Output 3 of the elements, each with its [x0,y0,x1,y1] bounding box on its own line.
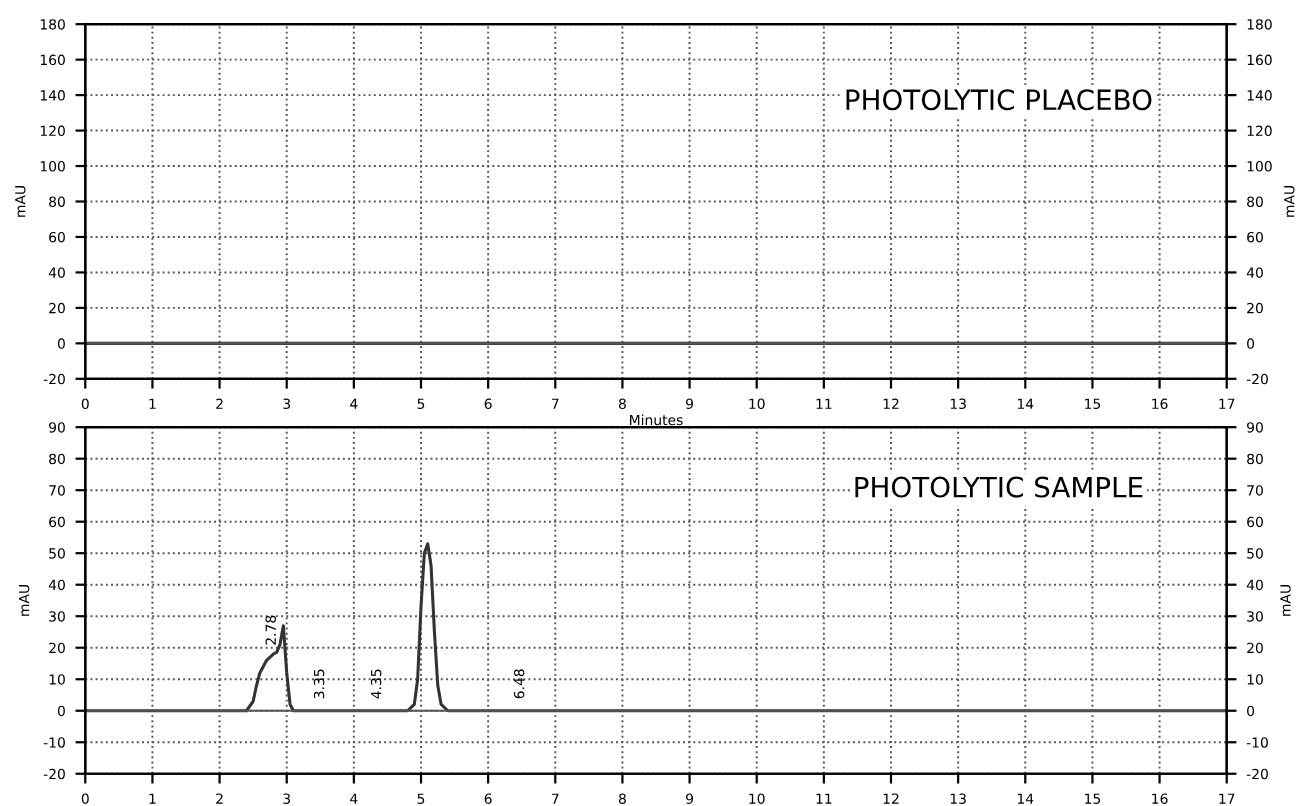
text: PHOTOLYTIC SAMPLE [855,476,1143,498]
text: PHOTOLYTIC PLACEBO [846,89,1152,111]
line-series [85,542,1227,713]
